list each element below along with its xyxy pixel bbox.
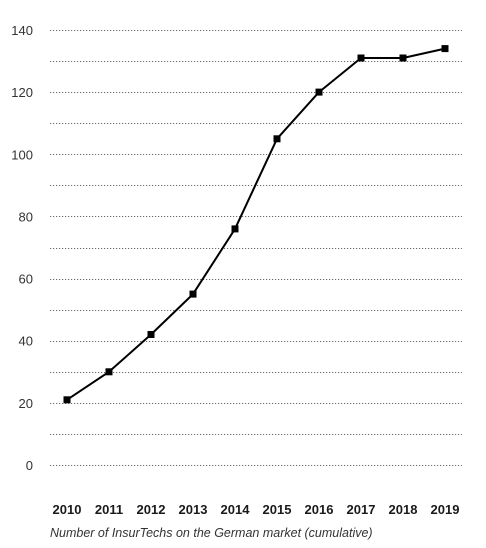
x-axis-tick-labels: 2010 2011 2012 2013 2014 2015 2016 2017 2018 2019 [53,502,460,517]
x-tick-label-2013: 2013 [179,502,208,517]
data-point-markers [63,45,449,404]
y-tick-label-40: 40 [19,334,33,349]
x-tick-label-2012: 2012 [137,502,166,517]
data-point-2017 [357,54,365,62]
data-point-2014 [231,225,239,233]
data-point-2011 [105,368,113,376]
data-point-2010 [63,396,71,404]
y-tick-label-20: 20 [19,396,33,411]
data-point-2015 [273,135,281,143]
series-line-group [66,47,446,401]
y-axis-tick-labels: 0 20 40 60 80 100 120 140 [11,23,33,473]
x-tick-label-2014: 2014 [221,502,251,517]
x-tick-label-2019: 2019 [431,502,460,517]
y-tick-label-80: 80 [19,209,33,224]
y-tick-label-120: 120 [11,85,33,100]
x-tick-label-2015: 2015 [263,502,292,517]
y-tick-label-60: 60 [19,272,33,287]
x-tick-label-2011: 2011 [95,502,123,517]
data-point-2013 [189,290,197,298]
y-tick-label-0: 0 [26,458,33,473]
data-point-2012 [147,331,155,338]
x-tick-label-2018: 2018 [389,502,418,517]
gridlines [50,30,462,466]
data-point-2016 [315,88,323,96]
y-tick-label-140: 140 [11,23,33,38]
data-point-2019 [441,45,449,53]
x-axis-caption: Number of InsurTechs on the German marke… [50,526,373,540]
data-point-2018 [399,54,407,62]
series-line [66,47,446,401]
x-tick-label-2017: 2017 [347,502,376,517]
y-tick-label-100: 100 [11,147,33,162]
x-tick-label-2010: 2010 [53,502,82,517]
x-tick-label-2016: 2016 [305,502,334,517]
